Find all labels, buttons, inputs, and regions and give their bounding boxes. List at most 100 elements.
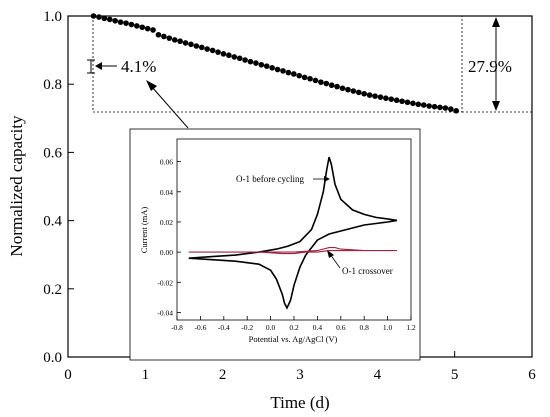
data-point: [139, 24, 146, 31]
data-point: [350, 88, 357, 94]
data-point: [307, 75, 313, 82]
data-point: [339, 85, 346, 92]
main-x-tick-label: 5: [451, 367, 459, 383]
data-point: [253, 60, 259, 66]
data-point: [155, 31, 162, 38]
data-point: [242, 57, 248, 63]
inset-x-tick-label: 0.0: [266, 323, 276, 332]
data-point: [90, 13, 97, 19]
data-point: [182, 40, 189, 46]
inset-x-ticks: -0.8 -0.6 -0.4 -0.2 0.0 0.2 0.4 0.6 0.8 1.0 1.2: [171, 316, 416, 332]
data-point: [377, 94, 384, 100]
data-point: [188, 41, 194, 48]
inset-x-tick-label: -0.8: [171, 323, 183, 332]
main-y-tick-label: 0.2: [43, 282, 62, 298]
data-point: [231, 54, 238, 60]
data-point: [442, 105, 449, 111]
data-point: [361, 90, 367, 97]
data-point: [134, 23, 140, 29]
series-o1-before-cycling: [188, 156, 398, 310]
inset-y-tick-label: 0.00: [160, 248, 173, 257]
data-point: [399, 98, 405, 105]
inset-x-axis-label: Potential vs. Ag/AgCl (V): [249, 334, 338, 344]
main-y-axis-label: Normalized capacity: [7, 115, 26, 257]
main-y-tick-label: 0.0: [43, 350, 62, 366]
data-point: [198, 44, 205, 51]
annotation-27-9-label: 27.9%: [468, 57, 512, 76]
data-point: [112, 17, 118, 24]
data-point: [323, 80, 330, 87]
data-point: [372, 93, 378, 99]
data-point: [117, 19, 124, 25]
arrow-279-head-down: [492, 101, 500, 111]
main-x-tick-label: 0: [64, 367, 72, 383]
main-x-tick-label: 4: [374, 367, 382, 383]
data-point: [301, 74, 308, 81]
data-point: [431, 103, 438, 110]
inset-x-tick-label: -0.4: [218, 323, 230, 332]
data-point: [410, 100, 416, 107]
data-point: [404, 99, 411, 106]
inset-cv-plot: -0.8 -0.6 -0.4 -0.2 0.0 0.2 0.4 0.6 0.8 1.0 1.2 -0…: [129, 128, 421, 361]
data-point: [209, 47, 216, 54]
main-x-tick-label: 1: [142, 367, 150, 383]
data-point: [166, 35, 173, 41]
data-point: [334, 83, 340, 90]
inset-x-tick-label: 1.2: [406, 323, 416, 332]
data-point: [328, 82, 335, 89]
data-point: [453, 107, 460, 114]
inset-pointer-head: [146, 80, 157, 91]
inset-y-tick-label: 0.02: [160, 218, 173, 227]
data-point: [177, 38, 183, 45]
inset-y-ticks: -0.04 -0.02 0.00 0.02 0.04 0.06: [157, 158, 181, 317]
data-point: [426, 103, 432, 109]
data-point: [345, 86, 351, 93]
main-y-ticks: 0.0 0.2 0.4 0.6 0.8 1.0: [43, 9, 74, 366]
inset-label-crossover-arrowhead: [327, 250, 334, 258]
data-point: [437, 104, 443, 111]
data-point: [280, 68, 286, 74]
data-point: [263, 63, 270, 69]
data-point: [291, 71, 297, 77]
inset-x-tick-label: 0.2: [289, 323, 299, 332]
annotation-4-1-label: 4.1%: [121, 57, 156, 76]
data-point: [236, 55, 243, 62]
inset-background: [129, 128, 421, 361]
inset-x-tick-label: -0.2: [241, 323, 253, 332]
data-point: [318, 79, 324, 85]
data-point: [204, 46, 210, 52]
inset-pointer-shaft: [151, 86, 189, 129]
data-point: [96, 14, 102, 20]
data-point: [296, 72, 303, 79]
data-point: [366, 92, 373, 98]
data-point: [388, 96, 395, 103]
inset-y-tick-label: 0.04: [160, 188, 173, 197]
inset-y-tick-label: 0.06: [160, 158, 173, 167]
arrow-279-head-up: [492, 17, 500, 27]
annotation-4-1: 4.1%: [87, 57, 156, 76]
main-y-tick-label: 1.0: [43, 9, 62, 25]
main-data-points: [90, 13, 460, 114]
data-point: [247, 58, 254, 65]
data-point: [193, 43, 200, 49]
arrow-41-head: [95, 62, 102, 70]
data-point: [383, 95, 389, 101]
data-point: [312, 77, 319, 84]
data-point: [150, 27, 156, 33]
data-point: [393, 97, 400, 104]
data-point: [415, 101, 422, 108]
data-point: [161, 33, 167, 40]
inset-y-axis-label: Current (mA): [139, 207, 149, 254]
main-x-axis-label: Time (d): [270, 393, 329, 412]
data-point: [258, 61, 265, 68]
capacity-fade-box: [92, 15, 463, 113]
data-point: [123, 20, 129, 26]
inset-label-crossover: O-1 crossover: [342, 266, 393, 276]
main-y-tick-label: 0.6: [43, 145, 62, 161]
data-point: [144, 25, 151, 32]
data-point: [274, 66, 281, 73]
main-x-tick-label: 6: [528, 367, 536, 383]
data-point: [220, 51, 227, 57]
annotation-27-9: 27.9%: [468, 17, 512, 111]
